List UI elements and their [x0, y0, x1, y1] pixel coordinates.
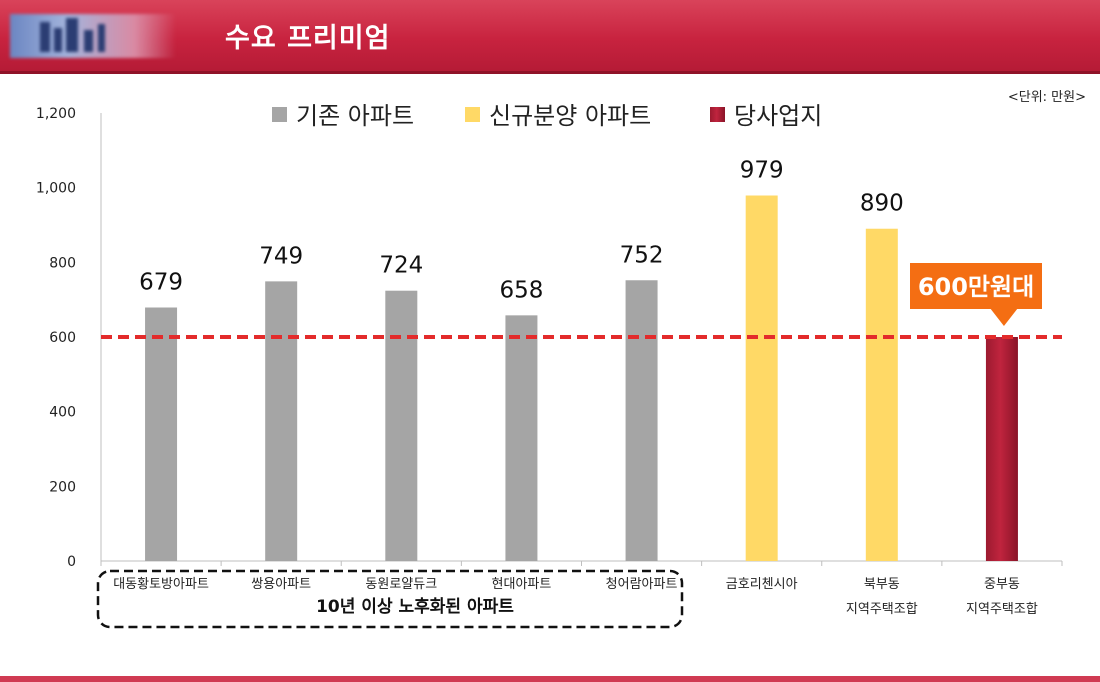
page-title: 수요 프리미엄 — [225, 23, 391, 54]
legend-swatch — [272, 107, 287, 122]
x-tick-label: 현대아파트 — [492, 577, 552, 592]
y-tick-label: 1,200 — [36, 106, 76, 122]
building-banner-image — [10, 14, 176, 58]
footer-line — [0, 676, 1100, 682]
legend-label: 당사업지 — [734, 102, 822, 130]
x-tick-label: 지역주택조합 — [966, 602, 1038, 617]
data-label: 679 — [139, 270, 183, 296]
data-label: 979 — [740, 158, 784, 184]
legend-label: 신규분양 아파트 — [489, 102, 651, 130]
y-tick-label: 1,000 — [36, 181, 76, 197]
x-tick-label: 동원로얄듀크 — [365, 576, 437, 592]
legend-swatch — [465, 107, 480, 122]
y-tick-label: 200 — [49, 479, 76, 495]
bar — [745, 195, 778, 562]
x-tick-label: 북부동 — [864, 577, 900, 592]
y-tick-label: 400 — [49, 405, 76, 421]
old-apartments-group-box — [96, 569, 684, 629]
callout-pointer — [989, 308, 1018, 326]
data-label: 724 — [379, 253, 423, 279]
group-box-label: 10년 이상 노후화된 아파트 — [316, 596, 514, 617]
data-label: 749 — [259, 243, 303, 269]
y-tick-label: 600 — [49, 330, 76, 346]
y-tick-label: 0 — [67, 554, 76, 570]
bar — [865, 228, 898, 561]
callout-box — [910, 263, 1042, 309]
x-tick-label: 쌍용아파트 — [251, 577, 311, 592]
bar — [265, 281, 298, 561]
bar — [505, 315, 538, 561]
header-bar: 수요 프리미엄 — [0, 0, 1100, 74]
x-tick-label: 대동황토방아파트 — [113, 577, 209, 592]
bar — [985, 337, 1018, 561]
bar — [385, 290, 418, 561]
bar — [625, 280, 658, 561]
legend-label: 기존 아파트 — [296, 102, 414, 130]
x-tick-label: 금호리첸시아 — [726, 577, 798, 592]
y-tick-label: 800 — [49, 255, 76, 271]
data-label: 752 — [620, 242, 664, 268]
callout-label: 600만원대 — [918, 273, 1034, 301]
legend-swatch — [710, 107, 725, 122]
x-tick-label: 지역주택조합 — [846, 602, 918, 617]
bar — [145, 307, 178, 561]
x-tick-label: 중부동 — [984, 577, 1020, 592]
data-label: 890 — [860, 191, 904, 217]
x-tick-label: 청어람아파트 — [606, 577, 678, 592]
unit-label: <단위: 만원> — [1007, 90, 1086, 105]
data-label: 658 — [499, 277, 543, 303]
